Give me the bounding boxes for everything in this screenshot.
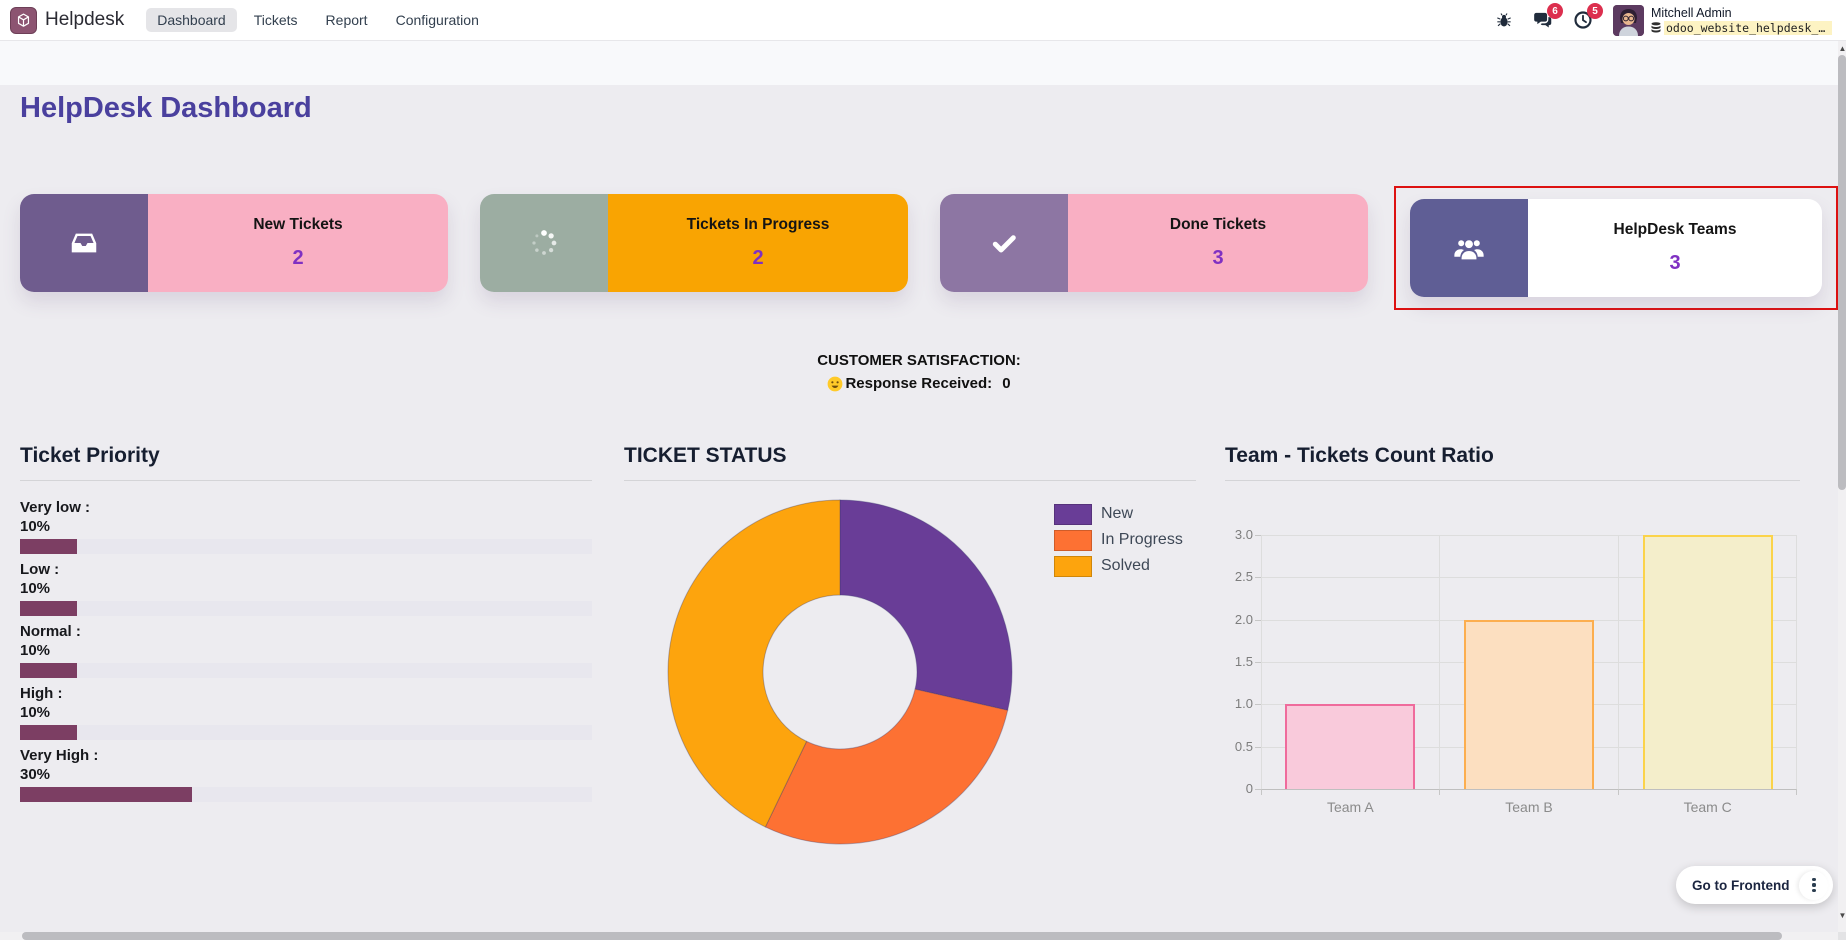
smiley-icon <box>828 376 843 391</box>
progress-track <box>20 663 592 678</box>
go-to-frontend-button[interactable]: Go to Frontend <box>1676 866 1834 904</box>
bar-team-b <box>1464 619 1594 789</box>
divider <box>20 480 592 481</box>
y-axis-labels: 3.0 2.5 2.0 1.5 1.0 0.5 0 <box>1234 527 1253 796</box>
priority-row-very-high: Very High : 30% <box>20 747 592 802</box>
progress-fill <box>20 539 78 554</box>
horizontal-scroll-thumb[interactable] <box>22 932 1782 940</box>
ticket-priority-title: Ticket Priority <box>20 444 160 467</box>
messages-count-badge: 6 <box>1547 3 1563 19</box>
progress-track <box>20 725 592 740</box>
priority-row-high: High : 10% <box>20 685 592 740</box>
kpi-count: 3 <box>1212 247 1224 269</box>
avatar <box>1613 4 1644 36</box>
comments-icon <box>1534 12 1552 28</box>
progress-fill <box>20 663 78 678</box>
scrollbar-corner <box>1838 932 1846 940</box>
kpi-count: 3 <box>1669 252 1681 274</box>
x-axis-labels: Team A Team B Team C <box>1326 799 1732 815</box>
priority-row-normal: Normal : 10% <box>20 623 592 678</box>
bar-team-a <box>1285 704 1416 789</box>
customer-satisfaction-block: CUSTOMER SATISFACTION: Response Received… <box>0 352 1838 392</box>
donut-legend: New In Progress Solved <box>1054 501 1183 579</box>
database-icon <box>1651 22 1661 33</box>
team-tickets-title: Team - Tickets Count Ratio <box>1225 444 1494 467</box>
team-tickets-panel: Team - Tickets Count Ratio 3.0 2.5 2.0 1.5… <box>1225 444 1800 844</box>
divider <box>624 480 1196 481</box>
app-name[interactable]: Helpdesk <box>45 9 125 30</box>
scroll-up-arrow[interactable]: ▲ <box>1838 44 1846 53</box>
legend-swatch-solved <box>1054 555 1092 577</box>
legend-item-in-progress: In Progress <box>1054 527 1183 553</box>
debug-button[interactable] <box>1496 12 1512 29</box>
activities-count-badge: 5 <box>1587 3 1603 19</box>
kebab-icon <box>1812 877 1816 893</box>
progress-fill <box>20 725 78 740</box>
kpi-highlight-border: HelpDesk Teams 3 <box>1394 186 1838 310</box>
divider <box>1225 480 1800 481</box>
legend-item-solved: Solved <box>1054 553 1183 579</box>
response-received-label: Response Received: <box>845 375 993 392</box>
ticket-status-title: TICKET STATUS <box>624 444 787 467</box>
progress-track <box>20 601 592 616</box>
check-icon <box>992 235 1016 253</box>
priority-row-low: Low : 10% <box>20 561 592 616</box>
progress-track <box>20 539 592 554</box>
bug-icon <box>1497 12 1511 26</box>
user-name: Mitchell Admin <box>1651 5 1732 20</box>
kpi-card-helpdesk-teams[interactable]: HelpDesk Teams 3 <box>1410 199 1822 297</box>
clock-icon <box>1574 11 1592 29</box>
spinner-icon <box>532 230 557 255</box>
legend-swatch-in-progress <box>1054 529 1092 551</box>
satisfaction-title: CUSTOMER SATISFACTION: <box>817 352 1021 369</box>
horizontal-scrollbar[interactable] <box>0 932 1838 940</box>
kpi-card-tickets-in-progress[interactable]: Tickets In Progress 2 <box>480 194 908 292</box>
kpi-count: 2 <box>752 247 764 269</box>
database-name: odoo_website_helpdesk_da… <box>1664 20 1832 35</box>
messages-button[interactable]: 6 <box>1532 3 1563 30</box>
page-title: HelpDesk Dashboard <box>20 92 312 124</box>
kpi-card-done-tickets[interactable]: Done Tickets 3 <box>940 194 1368 292</box>
kpi-title: Done Tickets <box>1169 216 1267 233</box>
kpi-card-new-tickets[interactable]: New Tickets 2 <box>20 194 448 292</box>
top-navbar: Helpdesk Dashboard Tickets Report Config… <box>0 0 1846 41</box>
users-icon <box>1454 240 1484 260</box>
main-menu: Dashboard Tickets Report Configuration <box>146 8 490 32</box>
response-received-count: 0 <box>1002 375 1011 392</box>
inbox-icon <box>71 233 97 253</box>
legend-swatch-new <box>1054 503 1092 525</box>
vertical-scrollbar[interactable]: ▲ ▼ <box>1838 41 1846 932</box>
helpdesk-app-icon[interactable] <box>10 6 37 34</box>
nav-report[interactable]: Report <box>325 12 368 28</box>
ticket-status-donut-chart <box>667 499 1013 845</box>
nav-tickets[interactable]: Tickets <box>253 12 298 28</box>
priority-row-very-low: Very low : 10% <box>20 499 592 554</box>
progress-fill <box>20 601 78 616</box>
kpi-title: HelpDesk Teams <box>1613 221 1737 238</box>
kpi-title: Tickets In Progress <box>686 216 830 233</box>
ticket-priority-panel: Ticket Priority Very low : 10% Low : 10%… <box>20 444 592 809</box>
legend-item-new: New <box>1054 501 1183 527</box>
user-menu[interactable]: Mitchell Admin odoo_website_helpdesk_da… <box>1613 4 1832 36</box>
nav-configuration[interactable]: Configuration <box>395 12 479 28</box>
kpi-title: New Tickets <box>253 216 343 233</box>
scroll-down-arrow[interactable]: ▼ <box>1838 911 1846 920</box>
bar-team-c <box>1642 535 1773 789</box>
progress-fill <box>20 787 192 802</box>
team-tickets-bar-chart: 3.0 2.5 2.0 1.5 1.0 0.5 0 <box>1225 481 1800 815</box>
kpi-count: 2 <box>292 247 304 269</box>
progress-track <box>20 787 592 802</box>
vertical-scroll-thumb[interactable] <box>1838 55 1846 490</box>
plot-area <box>1255 535 1797 795</box>
activities-button[interactable]: 5 <box>1573 3 1603 30</box>
control-panel-strip <box>0 41 1846 85</box>
kebab-menu-button[interactable] <box>1799 870 1829 900</box>
ticket-status-panel: TICKET STATUS New In Progress Solved <box>624 444 1196 864</box>
nav-dashboard[interactable]: Dashboard <box>146 8 237 32</box>
